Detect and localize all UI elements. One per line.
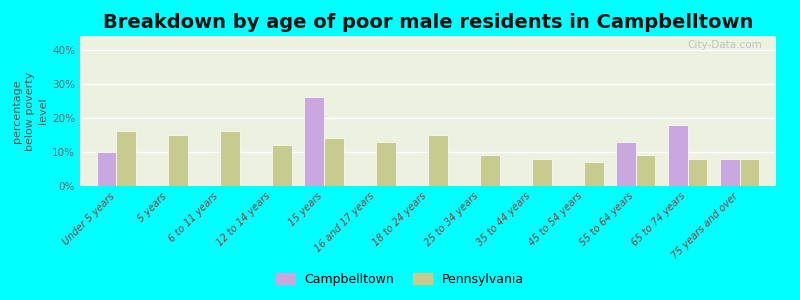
- Bar: [720, 159, 740, 186]
- Bar: [304, 98, 324, 186]
- Bar: [272, 145, 292, 186]
- Y-axis label: percentage
below poverty
level: percentage below poverty level: [11, 71, 48, 151]
- Bar: [636, 155, 655, 186]
- Bar: [376, 142, 396, 186]
- Bar: [97, 152, 116, 186]
- Legend: Campbelltown, Pennsylvania: Campbelltown, Pennsylvania: [271, 268, 529, 291]
- Bar: [616, 142, 636, 186]
- Bar: [324, 138, 344, 186]
- Title: Breakdown by age of poor male residents in Campbelltown: Breakdown by age of poor male residents …: [103, 13, 753, 32]
- Bar: [584, 162, 603, 186]
- Bar: [480, 155, 500, 186]
- Bar: [168, 135, 188, 186]
- Bar: [668, 124, 688, 186]
- Bar: [688, 159, 707, 186]
- Bar: [740, 159, 759, 186]
- Bar: [428, 135, 448, 186]
- Bar: [116, 131, 136, 186]
- Bar: [220, 131, 240, 186]
- Bar: [532, 159, 552, 186]
- Text: City-Data.com: City-Data.com: [687, 40, 762, 50]
